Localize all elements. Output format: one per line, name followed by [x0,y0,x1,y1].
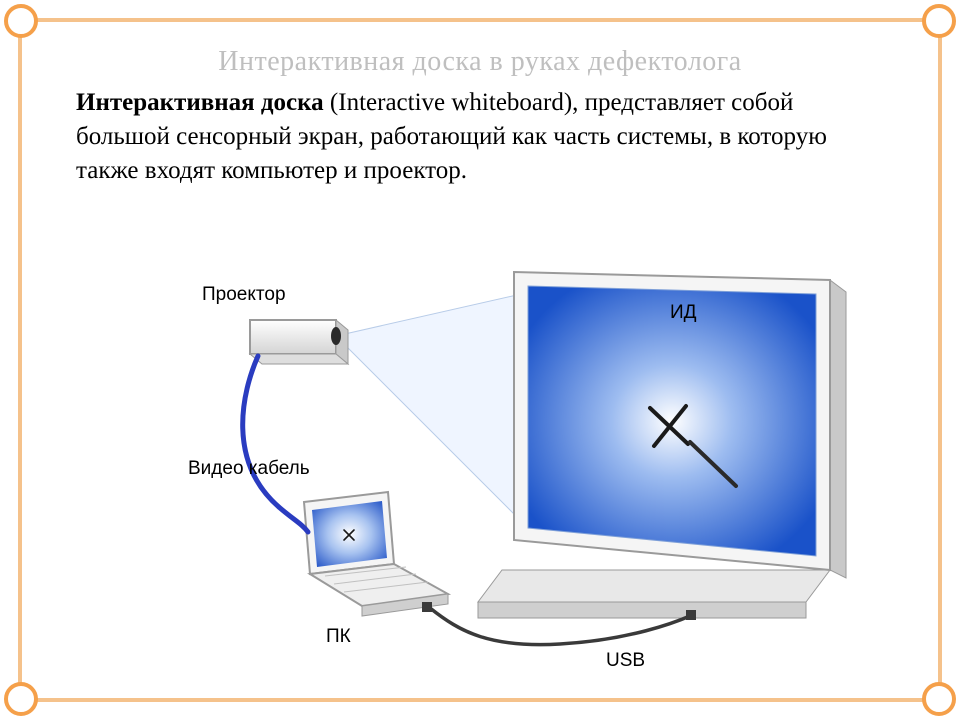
frame-left [18,18,22,702]
corner-circle-tr [922,4,956,38]
slide-body: Интерактивная доска (Interactive whitebo… [76,86,890,187]
video-cable [243,356,308,532]
projector-device [250,320,348,364]
whiteboard-device [478,272,846,618]
slide-title: Интерактивная доска в руках дефектолога [60,46,900,78]
label-video-cable: Видео кабель [188,458,310,480]
label-usb: USB [606,650,645,672]
label-projector: Проектор [202,284,286,306]
frame-right [938,18,942,702]
label-pc: ПК [326,626,351,648]
corner-circle-tl [4,4,38,38]
body-bold-lead: Интерактивная доска [76,89,324,116]
corner-circle-bl [4,682,38,716]
connection-diagram: Проектор Видео кабель ПК USB ИД [130,272,830,672]
corner-circle-br [922,682,956,716]
slide: Интерактивная доска в руках дефектолога … [0,0,960,720]
label-whiteboard: ИД [670,302,697,324]
frame-bottom [18,698,942,702]
laptop-device [304,492,448,616]
frame-top [18,18,942,22]
